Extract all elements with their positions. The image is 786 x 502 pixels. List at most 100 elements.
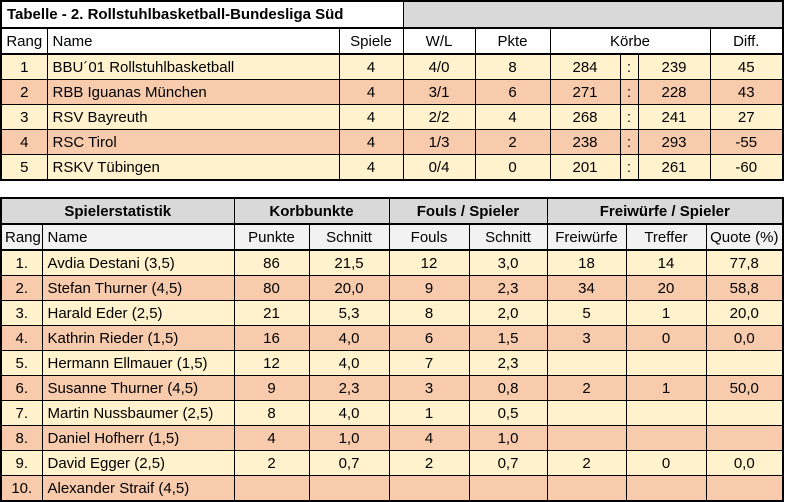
column-header-diff: Diff.	[709, 27, 784, 55]
value-cell: 12	[233, 350, 310, 376]
group-header-fouls: Fouls / Spieler	[388, 197, 548, 225]
rank-cell: 4	[0, 129, 48, 155]
rank-cell: 5	[0, 154, 48, 181]
value-cell: :	[619, 53, 639, 80]
standings-table: Tabelle - 2. Rollstuhlbasketball-Bundesl…	[0, 0, 785, 181]
value-cell: 3	[546, 325, 627, 351]
value-cell: 268	[549, 104, 621, 130]
table-row: 1. Avdia Destani (3,5) 86 21,5 12 3,0 18 14 77,8	[0, 249, 784, 276]
value-cell: 1,0	[468, 425, 548, 451]
column-header-freiwuerfe: Freiwürfe	[546, 223, 627, 251]
rank-cell: 9.	[0, 450, 43, 476]
group-header-freiwuerfe: Freiwürfe / Spieler	[546, 197, 784, 225]
value-cell	[705, 475, 784, 502]
standings-title: Tabelle - 2. Rollstuhlbasketball-Bundesl…	[0, 0, 404, 29]
table-row: 5. Hermann Ellmauer (1,5) 12 4,0 7 2,3	[0, 350, 784, 376]
value-cell	[468, 475, 548, 502]
column-header-schnitt-fouls: Schnitt	[468, 223, 548, 251]
name-cell: Susanne Thurner (4,5)	[41, 375, 235, 401]
group-header-spielerstatistik: Spielerstatistik	[0, 197, 235, 225]
value-cell: 77,8	[705, 249, 784, 276]
value-cell: 0,0	[705, 450, 784, 476]
rank-cell: 1.	[0, 249, 43, 276]
value-cell: -55	[709, 129, 784, 155]
value-cell: 1,0	[308, 425, 390, 451]
value-cell	[625, 400, 707, 426]
standings-header-row: Rang Name Spiele W/L Pkte Körbe Diff.	[0, 27, 784, 55]
name-cell: Hermann Ellmauer (1,5)	[41, 350, 235, 376]
value-cell: 2,0	[468, 300, 548, 326]
value-cell: 4	[338, 79, 404, 105]
value-cell: :	[619, 154, 639, 181]
column-header-fouls: Fouls	[388, 223, 470, 251]
rank-cell: 7.	[0, 400, 43, 426]
value-cell: 20	[625, 275, 707, 301]
value-cell: 0,8	[468, 375, 548, 401]
table-row: 6. Susanne Thurner (4,5) 9 2,3 3 0,8 2 1 50,0	[0, 375, 784, 401]
value-cell: 12	[388, 249, 470, 276]
value-cell: 239	[637, 53, 711, 80]
standings-title-filler-cell	[402, 0, 784, 29]
value-cell: 2/2	[402, 104, 476, 130]
value-cell: 20,0	[705, 300, 784, 326]
rank-cell: 2.	[0, 275, 43, 301]
value-cell: 4/0	[402, 53, 476, 80]
rank-cell: 5.	[0, 350, 43, 376]
value-cell: 27	[709, 104, 784, 130]
value-cell: 2	[233, 450, 310, 476]
value-cell	[546, 350, 627, 376]
value-cell: 4,0	[308, 400, 390, 426]
value-cell: 293	[637, 129, 711, 155]
value-cell	[625, 350, 707, 376]
name-cell: Harald Eder (2,5)	[41, 300, 235, 326]
value-cell: 50,0	[705, 375, 784, 401]
name-cell: Kathrin Rieder (1,5)	[41, 325, 235, 351]
value-cell	[388, 475, 470, 502]
name-cell: Stefan Thurner (4,5)	[41, 275, 235, 301]
value-cell: 201	[549, 154, 621, 181]
value-cell	[705, 425, 784, 451]
value-cell: 5	[546, 300, 627, 326]
value-cell: 3	[388, 375, 470, 401]
standings-body: 1 BBU´01 Rollstuhlbasketball 4 4/0 8 284:239 4…	[0, 53, 784, 181]
value-cell	[705, 400, 784, 426]
value-cell: 4	[338, 104, 404, 130]
value-cell: 2	[546, 450, 627, 476]
value-cell: 0,7	[308, 450, 390, 476]
value-cell: 2	[474, 129, 551, 155]
stats-body: 1. Avdia Destani (3,5) 86 21,5 12 3,0 18 14 77,8…	[0, 249, 784, 502]
value-cell: 16	[233, 325, 310, 351]
value-cell: 0/4	[402, 154, 476, 181]
name-cell: David Egger (2,5)	[41, 450, 235, 476]
name-cell: RSV Bayreuth	[46, 104, 340, 130]
value-cell: 2,3	[468, 350, 548, 376]
value-cell: 8	[233, 400, 310, 426]
value-cell: 1	[625, 375, 707, 401]
rank-cell: 2	[0, 79, 48, 105]
value-cell: 0	[625, 450, 707, 476]
value-cell: 238	[549, 129, 621, 155]
value-cell: 1	[625, 300, 707, 326]
value-cell	[625, 475, 707, 502]
value-cell: 9	[233, 375, 310, 401]
value-cell: 241	[637, 104, 711, 130]
column-header-rang: Rang	[0, 27, 48, 55]
value-cell: 4	[388, 425, 470, 451]
column-header-pkte: Pkte	[474, 27, 551, 55]
value-cell	[233, 475, 310, 502]
column-header-treffer: Treffer	[625, 223, 707, 251]
value-cell: 6	[388, 325, 470, 351]
value-cell: 0,7	[468, 450, 548, 476]
value-cell: 1	[388, 400, 470, 426]
value-cell: 18	[546, 249, 627, 276]
name-cell: RBB Iguanas München	[46, 79, 340, 105]
name-cell: Martin Nussbaumer (2,5)	[41, 400, 235, 426]
table-row: 3 RSV Bayreuth 4 2/2 4 268:241 27	[0, 104, 784, 130]
standings-title-row: Tabelle - 2. Rollstuhlbasketball-Bundesl…	[0, 0, 784, 29]
value-cell: 21	[233, 300, 310, 326]
column-header-wl: W/L	[402, 27, 476, 55]
column-header-name: Name	[46, 27, 340, 55]
value-cell: 0,5	[468, 400, 548, 426]
rank-cell: 4.	[0, 325, 43, 351]
value-cell: 228	[637, 79, 711, 105]
